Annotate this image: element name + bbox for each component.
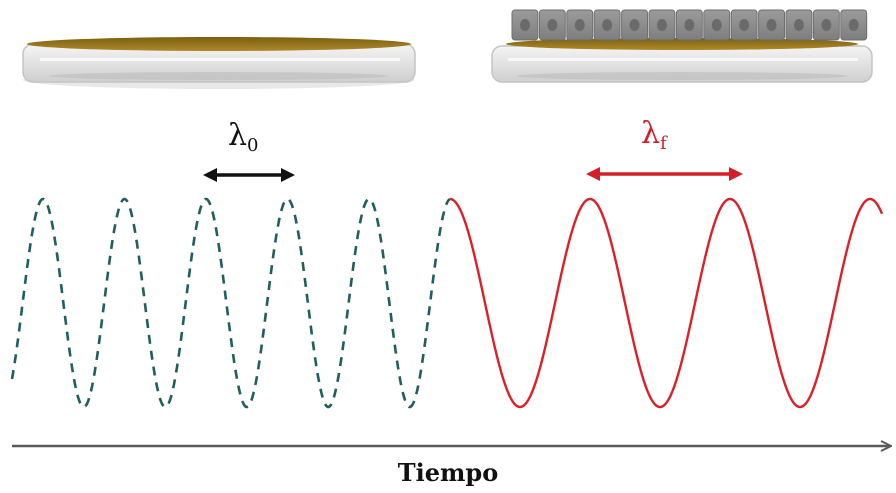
- initial-wave-dashed: [10, 197, 451, 409]
- lambda-initial-label: λ0: [228, 118, 258, 156]
- cell-nucleus: [684, 19, 695, 31]
- cell-nucleus: [848, 19, 859, 31]
- lambda-subscript: f: [660, 133, 667, 154]
- cell-monolayer: [511, 9, 868, 41]
- cell-nucleus: [574, 19, 585, 31]
- cell-nucleus: [793, 19, 804, 31]
- cell-nucleus: [547, 19, 558, 31]
- lambda-symbol: λ: [641, 116, 661, 151]
- lambda-subscript: 0: [247, 135, 259, 156]
- cell-nucleus: [739, 19, 750, 31]
- cell-nucleus: [629, 19, 640, 31]
- culture-medium: [27, 37, 411, 51]
- petri-dish-left: [22, 37, 416, 89]
- cell-nucleus: [766, 19, 777, 31]
- lambda-symbol: λ: [228, 118, 248, 153]
- lambda-final-label: λf: [641, 116, 667, 154]
- final-wave-solid: [449, 197, 884, 409]
- petri-dish-right: [491, 9, 873, 83]
- cell-nucleus: [656, 19, 667, 31]
- cell-nucleus: [519, 19, 530, 31]
- cell-nucleus: [711, 19, 722, 31]
- cell-nucleus: [821, 19, 832, 31]
- time-axis-label: Tiempo: [397, 458, 499, 487]
- cell-nucleus: [602, 19, 613, 31]
- culture-medium: [506, 38, 858, 50]
